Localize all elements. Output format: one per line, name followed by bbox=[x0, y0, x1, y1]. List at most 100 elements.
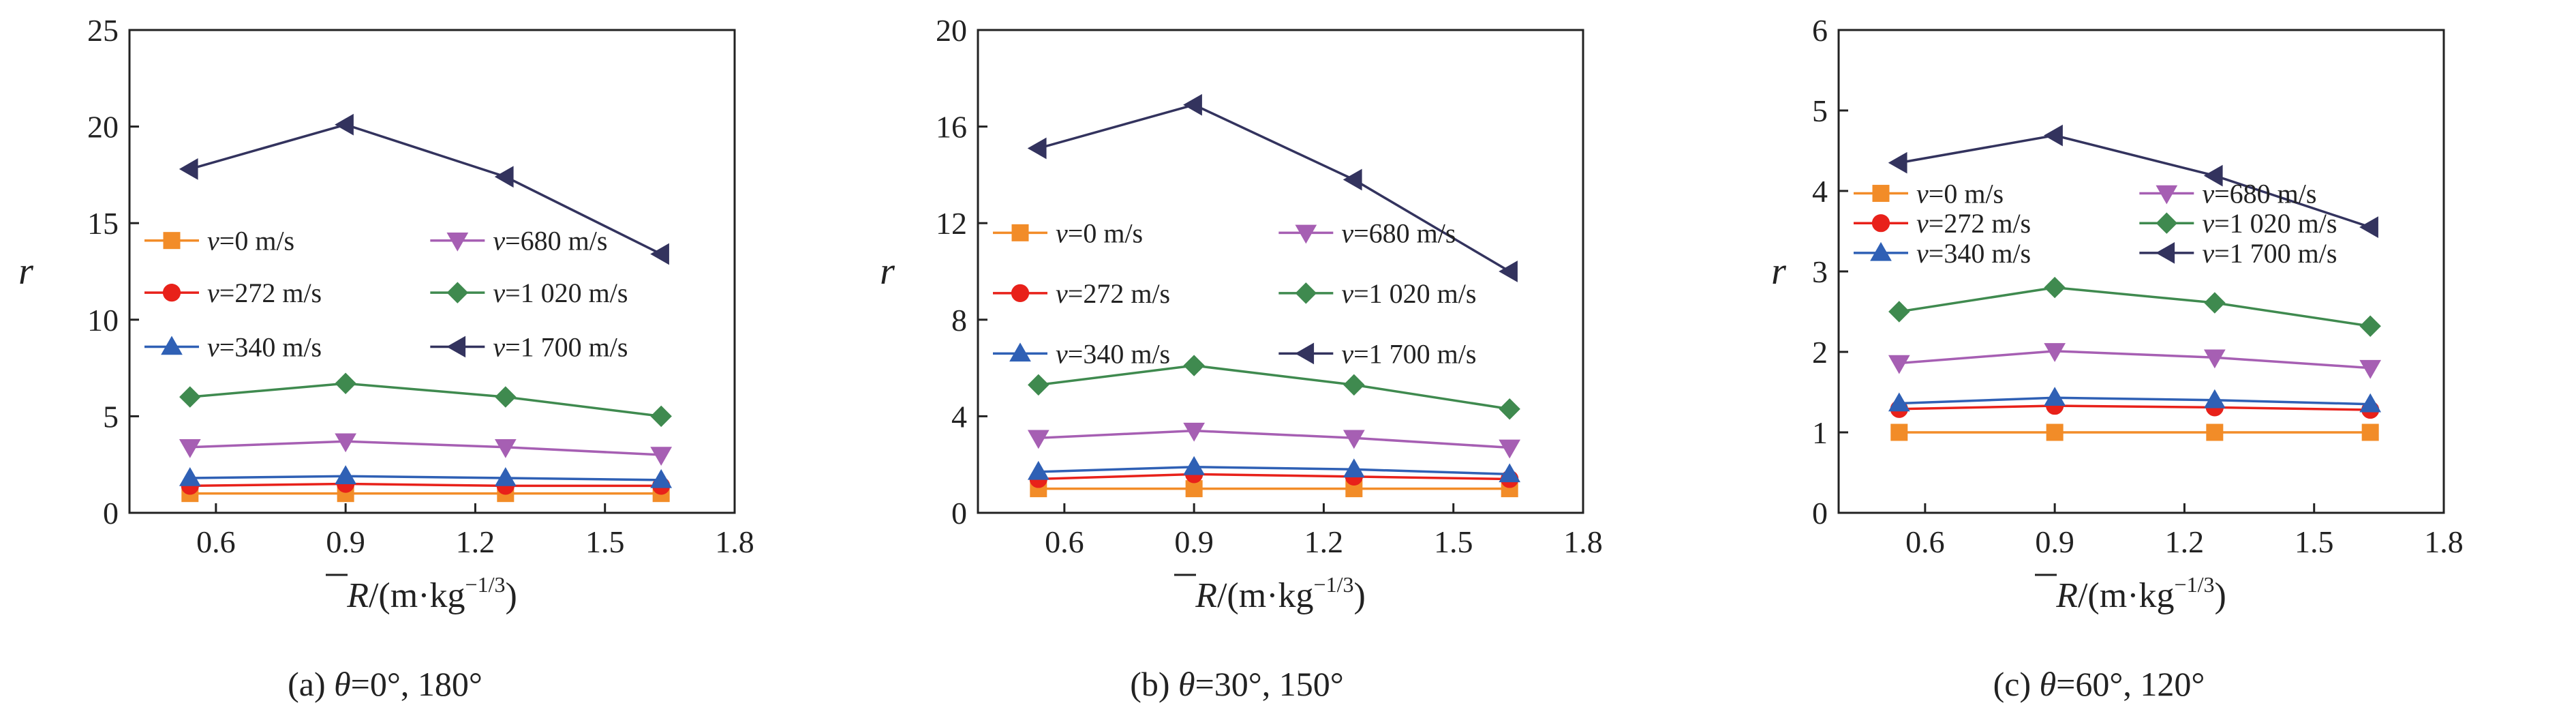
data-point bbox=[2206, 423, 2224, 441]
legend-label-symbol: v bbox=[1916, 208, 1929, 239]
legend-label-value: =340 m/s bbox=[1068, 338, 1170, 369]
series-6 bbox=[1027, 93, 1518, 282]
legend-label-value: =340 m/s bbox=[1929, 238, 2031, 269]
legend-label-symbol: v bbox=[1341, 338, 1353, 369]
panel-caption: (c) θ=60°, 120° bbox=[1993, 665, 2205, 703]
y-tick-label: 0 bbox=[1812, 496, 1828, 531]
y-axis-label-text: r bbox=[18, 250, 33, 293]
data-point bbox=[650, 405, 672, 428]
y-tick-label: 15 bbox=[87, 206, 119, 241]
legend-label: v=680 m/s bbox=[493, 226, 607, 256]
caption-angles: =30°, 150° bbox=[1195, 665, 1344, 703]
y-tick-label: 8 bbox=[951, 303, 967, 338]
x-tick-label: 0.6 bbox=[196, 524, 236, 559]
series-3 bbox=[179, 465, 673, 488]
legend-entry-3: v=340 m/s bbox=[144, 331, 322, 362]
y-tick-label: 5 bbox=[1812, 93, 1828, 128]
legend-entry-4: v=680 m/s bbox=[2139, 179, 2316, 209]
legend-label: v=0 m/s bbox=[207, 226, 294, 256]
data-point bbox=[179, 438, 201, 458]
data-point bbox=[2044, 387, 2066, 406]
legend-label-symbol: v bbox=[2202, 208, 2214, 239]
series-1 bbox=[1890, 423, 2379, 441]
x-tick-label: 0.9 bbox=[1174, 524, 1214, 559]
legend-label-symbol: v bbox=[207, 226, 219, 256]
panel-caption: (a) θ=0°, 180° bbox=[288, 665, 482, 703]
legend-label-symbol: v bbox=[493, 278, 505, 308]
x-tick-label: 1.5 bbox=[585, 524, 625, 559]
legend: v=0 m/sv=272 m/sv=340 m/sv=680 m/sv=1 02… bbox=[993, 218, 1476, 369]
y-tick-label: 2 bbox=[1812, 335, 1828, 370]
x-tick-label: 1.5 bbox=[2295, 524, 2334, 559]
legend-label: v=1 700 m/s bbox=[2202, 238, 2337, 269]
legend-marker bbox=[446, 232, 469, 252]
series-line bbox=[1038, 364, 1510, 411]
data-point bbox=[650, 468, 673, 488]
legend-label: v=680 m/s bbox=[2202, 179, 2316, 209]
data-point bbox=[650, 447, 673, 466]
chart-panel-2: 0.6 0.9 1.2 1.5 1.8 0 4 8 12 16 20 r R/(m·kg−1/3) (b)… bbox=[880, 13, 1603, 703]
data-point bbox=[1890, 423, 1908, 441]
plot-frame bbox=[1837, 29, 2445, 514]
series-4 bbox=[1027, 422, 1521, 459]
legend-label-value: =1 700 m/s bbox=[2214, 238, 2337, 269]
legend-label-value: =680 m/s bbox=[2214, 179, 2316, 209]
legend-label-value: =340 m/s bbox=[219, 331, 322, 362]
data-point bbox=[2044, 124, 2063, 147]
data-point bbox=[494, 166, 514, 188]
data-point bbox=[1888, 355, 1910, 374]
x-axis-label-exponent: −1/3 bbox=[465, 572, 506, 597]
series-line bbox=[1899, 404, 2371, 411]
series-4 bbox=[179, 433, 673, 466]
x-axis-label-symbol: R bbox=[346, 576, 369, 615]
x-tick-label: 0.6 bbox=[1905, 524, 1945, 559]
legend-marker bbox=[2156, 212, 2178, 234]
legend-marker bbox=[1009, 342, 1031, 362]
caption-angles: =60°, 120° bbox=[2056, 665, 2205, 703]
legend-marker bbox=[162, 284, 181, 302]
x-axis-label-exponent: −1/3 bbox=[2175, 572, 2215, 597]
caption-theta: θ bbox=[2040, 665, 2057, 703]
legend-label: v=272 m/s bbox=[1056, 278, 1170, 309]
legend-label-value: =1 020 m/s bbox=[1353, 278, 1476, 309]
y-tick-label: 10 bbox=[87, 303, 119, 338]
legend-label-value: =680 m/s bbox=[1353, 218, 1456, 248]
series-line bbox=[1038, 465, 1510, 476]
x-tick-label: 0.9 bbox=[2035, 524, 2074, 559]
x-axis-label-close: ) bbox=[2214, 576, 2226, 615]
data-point bbox=[1888, 301, 1910, 323]
data-point bbox=[1343, 430, 1365, 449]
legend-marker bbox=[2156, 241, 2175, 264]
data-point bbox=[1343, 458, 1365, 478]
legend-label-value: =0 m/s bbox=[1929, 179, 2004, 209]
legend-marker bbox=[1295, 342, 1315, 365]
legend-label: v=1 020 m/s bbox=[2202, 208, 2337, 239]
data-point bbox=[1183, 93, 1202, 116]
legend-label-value: =1 700 m/s bbox=[505, 331, 628, 362]
data-point bbox=[335, 465, 357, 484]
data-point bbox=[1027, 137, 1047, 160]
x-tick-label: 1.8 bbox=[715, 524, 754, 559]
x-axis-label-symbol: R bbox=[1195, 576, 1217, 615]
y-tick-label: 12 bbox=[936, 206, 967, 241]
series-6 bbox=[1888, 124, 2378, 238]
legend-label: v=1 020 m/s bbox=[1341, 278, 1476, 309]
series-line bbox=[1899, 286, 2371, 327]
data-point bbox=[1028, 374, 1049, 396]
data-point bbox=[1343, 374, 1365, 396]
legend-entry-4: v=680 m/s bbox=[430, 226, 607, 256]
legend-entry-6: v=1 700 m/s bbox=[1278, 338, 1476, 369]
data-point bbox=[2203, 164, 2223, 187]
data-point bbox=[1343, 168, 1362, 191]
x-tick-label: 1.8 bbox=[1563, 524, 1603, 559]
series-3 bbox=[1888, 387, 2382, 413]
legend-label-symbol: v bbox=[207, 331, 219, 362]
legend-entry-3: v=340 m/s bbox=[993, 338, 1170, 369]
x-tick-label: 0.6 bbox=[1045, 524, 1084, 559]
series-line bbox=[1899, 134, 2371, 228]
data-point bbox=[1499, 261, 1518, 282]
legend-entry-5: v=1 020 m/s bbox=[430, 278, 628, 308]
y-axis-label: r bbox=[18, 250, 33, 293]
legend-entry-1: v=0 m/s bbox=[144, 226, 294, 256]
